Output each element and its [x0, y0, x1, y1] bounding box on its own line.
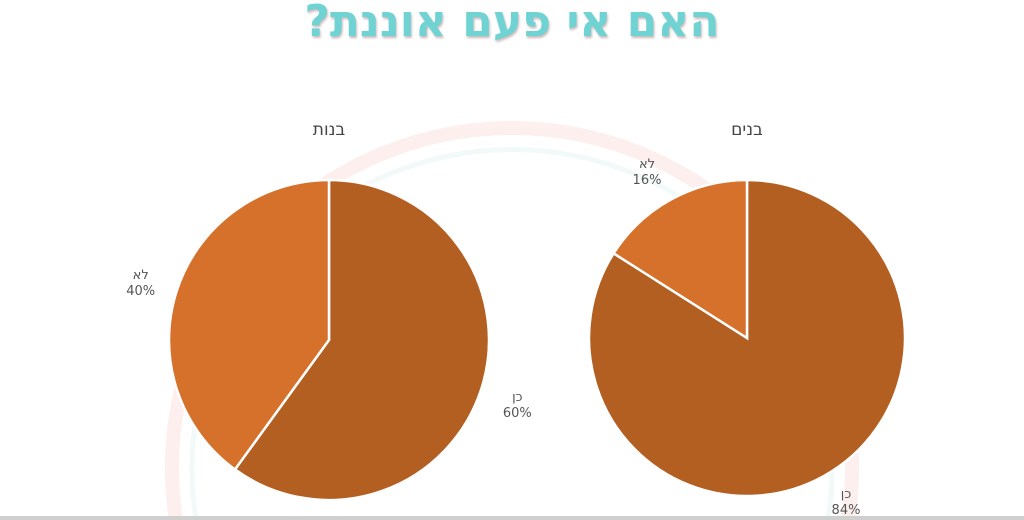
slice-category-label: כן: [512, 390, 523, 405]
slice-category-label: לא: [639, 157, 655, 172]
slice-percent-label: 40%: [126, 284, 155, 299]
slice-category-label: לא: [133, 268, 149, 283]
chart-title: בנים: [731, 120, 763, 140]
pie-slice-yes: [233, 178, 491, 502]
slice-category-label: כן: [841, 487, 852, 502]
pie-slice-no: [167, 178, 331, 472]
chart-title: בנות: [313, 120, 346, 140]
slice-percent-label: 16%: [633, 173, 662, 188]
bottom-bar: [0, 516, 1024, 520]
slice-percent-label: 84%: [832, 503, 861, 518]
pie-slice-no: [611, 178, 749, 341]
slice-percent-label: 60%: [503, 406, 532, 421]
page-title: האם אי פעם אוננת?: [304, 0, 720, 47]
